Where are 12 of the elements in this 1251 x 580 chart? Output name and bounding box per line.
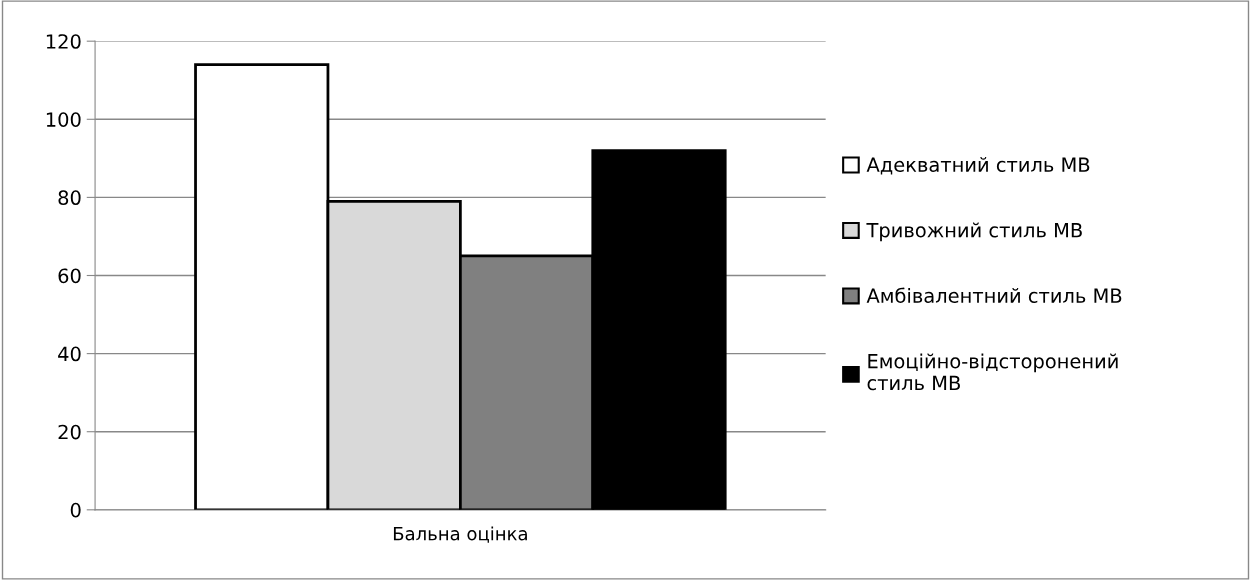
y-tick-label: 20	[58, 424, 81, 440]
y-tick-label: 80	[58, 190, 81, 206]
y-tick-label: 0	[70, 502, 81, 518]
legend-label: Тривожний стиль МВ	[866, 222, 1082, 242]
y-tick-label: 40	[58, 346, 81, 362]
legend-label: Адекватний стиль МВ	[866, 157, 1090, 175]
x-tick-label: Бальна оцінка	[393, 526, 527, 543]
y-tick-label: 100	[46, 112, 81, 127]
legend-label: Емоційно-відсторонений стиль МВ	[867, 353, 1118, 391]
y-tick-label: 60	[58, 268, 81, 284]
y-tick-label: 120	[46, 34, 81, 49]
legend-label: Амбівалентний стиль МВ	[866, 287, 1122, 303]
